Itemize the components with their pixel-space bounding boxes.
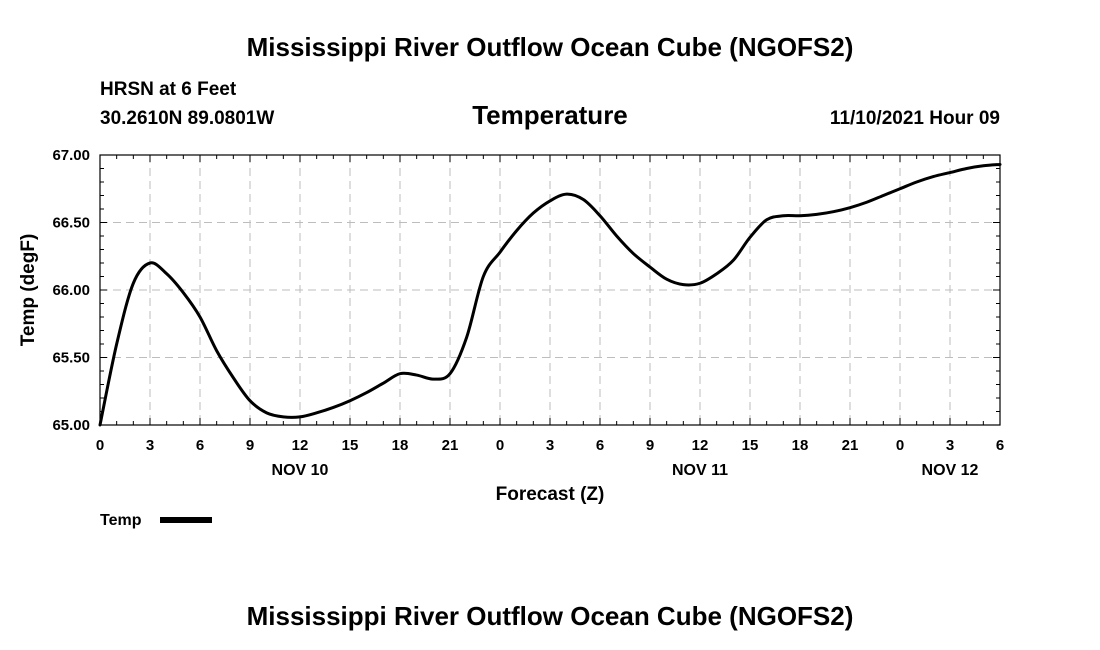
- chart-title: Temperature: [472, 100, 628, 130]
- date-label: NOV 10: [272, 462, 329, 479]
- date-labels: NOV 10 NOV 11 NOV 12: [272, 462, 979, 479]
- coords-label: 30.2610N 89.0801W: [100, 108, 274, 129]
- x-tick-label: 6: [196, 437, 204, 454]
- x-tick-label: 0: [496, 437, 504, 454]
- station-label: HRSN at 6 Feet: [100, 79, 237, 100]
- series-group: [98, 162, 1002, 427]
- legend-label: Temp: [100, 512, 142, 529]
- y-tick-labels: 65.00 65.50 66.00 66.50 67.00: [52, 147, 90, 434]
- x-tick-label: 6: [596, 437, 604, 454]
- x-tick-label: 6: [996, 437, 1004, 454]
- x-tick-label: 12: [292, 437, 309, 454]
- y-tick-label: 65.00: [52, 417, 90, 434]
- axis-ticks: [99, 154, 1001, 426]
- x-tick-label: 21: [442, 437, 459, 454]
- x-tick-label: 15: [342, 437, 359, 454]
- x-tick-label: 9: [646, 437, 654, 454]
- x-tick-label: 18: [792, 437, 809, 454]
- y-tick-label: 66.00: [52, 282, 90, 299]
- series-line-temp: [98, 162, 1002, 427]
- date-label: NOV 11: [672, 462, 728, 479]
- date-label: NOV 12: [922, 462, 979, 479]
- x-tick-label: 3: [146, 437, 154, 454]
- x-tick-label: 0: [96, 437, 104, 454]
- x-tick-label: 9: [246, 437, 254, 454]
- y-tick-label: 67.00: [52, 147, 90, 164]
- date-hour-label: 11/10/2021 Hour 09: [830, 108, 1000, 129]
- y-tick-label: 66.50: [52, 215, 90, 232]
- x-tick-label: 3: [546, 437, 554, 454]
- y-tick-label: 65.50: [52, 350, 90, 367]
- main-title: Mississippi River Outflow Ocean Cube (NG…: [247, 32, 854, 62]
- y-axis-label: Temp (degF): [18, 234, 39, 347]
- x-axis-label: Forecast (Z): [496, 484, 605, 505]
- chart-grid: [100, 155, 1000, 425]
- x-tick-label: 12: [692, 437, 709, 454]
- x-tick-label: 3: [946, 437, 954, 454]
- x-tick-labels: 0 3 6 9 12 15 18 21 0 3 6 9 12 15 18 21 0 3 6: [96, 437, 1004, 454]
- x-tick-label: 15: [742, 437, 759, 454]
- footer-title: Mississippi River Outflow Ocean Cube (NG…: [247, 601, 854, 631]
- x-tick-label: 18: [392, 437, 409, 454]
- x-tick-label: 0: [896, 437, 904, 454]
- x-tick-label: 21: [842, 437, 859, 454]
